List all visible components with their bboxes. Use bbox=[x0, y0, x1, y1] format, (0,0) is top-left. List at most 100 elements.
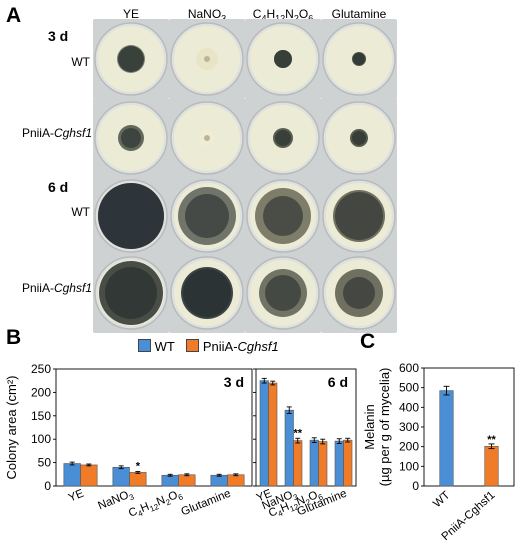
x-tick-subscript: 3 bbox=[292, 492, 300, 502]
legend-mutant-prefix: PniiA- bbox=[202, 339, 238, 354]
formula-sub-4: 4 bbox=[261, 13, 267, 24]
bar bbox=[439, 390, 454, 487]
plate-photo bbox=[245, 19, 321, 99]
bar bbox=[227, 474, 245, 487]
column-header-glutamine: Glutamine bbox=[331, 7, 387, 21]
plate-photo bbox=[321, 98, 397, 178]
legend-swatch-wt bbox=[138, 339, 151, 352]
formula-o: O bbox=[298, 7, 309, 21]
x-tick-subscript: 12 bbox=[288, 502, 300, 514]
bar bbox=[484, 445, 499, 487]
plate-photo bbox=[169, 19, 245, 99]
x-tick-label: C4H12N2O6 bbox=[127, 487, 185, 521]
plate-photo bbox=[93, 98, 169, 178]
x-tick-subscript: 12 bbox=[148, 502, 160, 514]
y-axis-label: Melanin bbox=[362, 404, 377, 450]
bar bbox=[210, 474, 228, 487]
y-tick-label: 400 bbox=[399, 400, 419, 414]
group-label-6d: 6 d bbox=[48, 179, 69, 195]
plate-photo bbox=[93, 176, 169, 256]
significance-marker: ** bbox=[487, 434, 496, 446]
y-tick-label: 200 bbox=[31, 385, 51, 399]
y-tick-label: 0 bbox=[44, 479, 51, 493]
significance-marker: ** bbox=[293, 427, 302, 439]
plate-photo bbox=[245, 253, 321, 333]
bar bbox=[343, 439, 353, 487]
x-tick-subscript: 2 bbox=[304, 497, 312, 507]
chart-title: 6 d bbox=[328, 374, 348, 390]
x-tick-subscript: 6 bbox=[317, 492, 325, 502]
row-label-mutant-6d: PniiA-Cghsf1 bbox=[6, 281, 92, 295]
bar bbox=[259, 380, 269, 487]
formula-sub-2: 2 bbox=[293, 13, 299, 24]
x-tick-label: YE bbox=[67, 488, 86, 505]
plot-frame bbox=[423, 367, 515, 487]
chart-title: 3 d bbox=[224, 374, 244, 390]
y-tick-label: 300 bbox=[399, 420, 419, 434]
y-tick-label: 500 bbox=[399, 381, 419, 395]
group-label-3d: 3 d bbox=[48, 28, 69, 44]
plate-photo bbox=[93, 19, 169, 99]
plot-frame bbox=[255, 368, 357, 487]
panel-a-letter: A bbox=[6, 4, 22, 27]
legend-swatch-mutant bbox=[186, 339, 200, 352]
x-tick-label: YE bbox=[255, 488, 274, 505]
plate-photo bbox=[245, 98, 321, 178]
y-axis-label: Colony area (cm²) bbox=[4, 375, 19, 479]
mutant-prefix: PniiA- bbox=[21, 281, 54, 295]
y-tick-label: 150 bbox=[31, 409, 51, 423]
x-tick-text: O bbox=[307, 489, 320, 503]
plate-photo bbox=[321, 253, 397, 333]
bar bbox=[318, 441, 328, 487]
y-tick-label: 0 bbox=[412, 479, 419, 493]
x-tick-subscript: 4 bbox=[137, 508, 145, 518]
y-tick-label: 100 bbox=[31, 432, 51, 446]
y-tick-label: 200 bbox=[399, 440, 419, 454]
column-header-c4h12n2o6: C4H12N2O6 bbox=[245, 7, 321, 23]
formula-n: N bbox=[285, 7, 294, 21]
x-tick-subscript: 2 bbox=[164, 497, 172, 507]
formula-sub-6: 6 bbox=[308, 13, 314, 24]
nano3-subscript: 3 bbox=[221, 13, 227, 24]
bar bbox=[80, 464, 98, 487]
mutant-prefix: PniiA- bbox=[21, 126, 54, 140]
plate-photo bbox=[169, 253, 245, 333]
legend: WT PniiA-Cghsf1 bbox=[138, 339, 279, 354]
legend-label-mutant: PniiA-Cghsf1 bbox=[203, 339, 279, 354]
plot-frame bbox=[55, 368, 253, 487]
formula-c: C bbox=[252, 7, 262, 21]
mutant-gene: Cghsf1 bbox=[53, 126, 92, 140]
x-tick-subscript: 4 bbox=[277, 508, 285, 518]
formula-sub-12: 12 bbox=[275, 13, 286, 24]
plate-photo bbox=[321, 176, 397, 256]
column-header-nano3: NaNO3 bbox=[169, 7, 245, 23]
x-tick-text: O bbox=[167, 489, 180, 503]
x-tick-label: WT bbox=[431, 489, 452, 510]
row-label-wt-3d: WT bbox=[71, 55, 90, 69]
bar bbox=[334, 440, 344, 487]
y-tick-label: 600 bbox=[399, 361, 419, 375]
bar bbox=[161, 474, 179, 487]
bar bbox=[129, 472, 147, 487]
y-tick-label: 100 bbox=[399, 459, 419, 473]
y-tick-label: 50 bbox=[38, 456, 52, 470]
x-tick-label: Glutamine bbox=[180, 488, 233, 519]
bar bbox=[112, 466, 130, 487]
plate-photo bbox=[321, 19, 397, 99]
plate-photo bbox=[169, 176, 245, 256]
panel-c-letter: C bbox=[360, 330, 376, 353]
mutant-gene: Cghsf1 bbox=[53, 281, 92, 295]
bar bbox=[284, 409, 294, 487]
melanin-chart: 0 100 200 300 400 500 600 Melanin (µg per g of m… bbox=[362, 361, 515, 543]
bar bbox=[63, 463, 81, 487]
plate-photo bbox=[169, 98, 245, 178]
bar bbox=[268, 382, 278, 487]
formula-h: H bbox=[266, 7, 276, 21]
x-tick-subscript: 3 bbox=[128, 492, 136, 502]
panel-b-letter: B bbox=[6, 326, 22, 349]
bar bbox=[309, 439, 319, 487]
nano3-text: NaNO bbox=[187, 7, 222, 21]
x-tick-label: Glutamine bbox=[296, 488, 349, 519]
